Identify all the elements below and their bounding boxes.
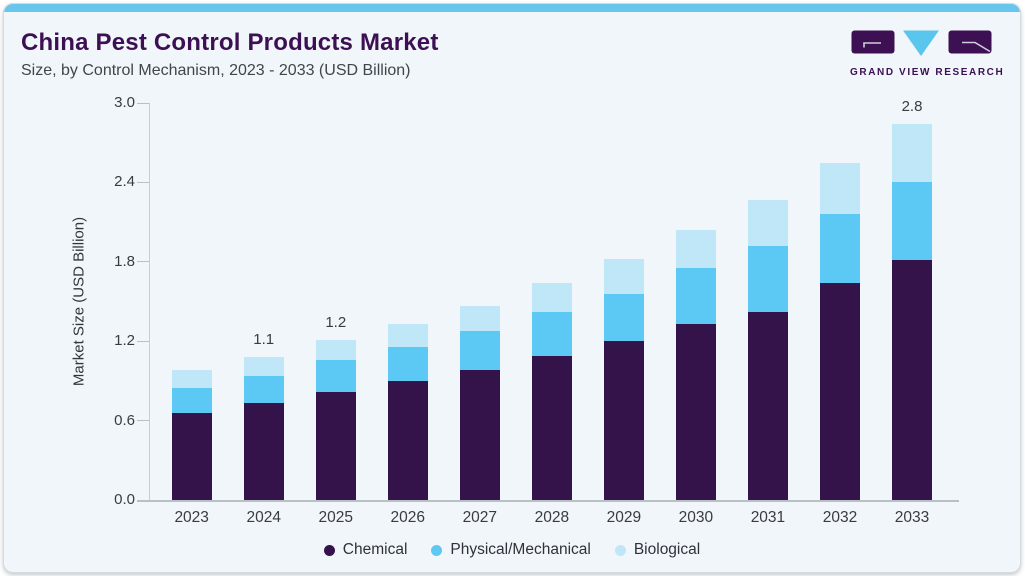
bar-2033: [892, 124, 932, 500]
bar-2026: [387, 324, 428, 500]
y-tick-label: 1.2: [114, 332, 135, 350]
bar-2030-chemical-segment: [675, 324, 716, 500]
x-tick-label-2033: 2033: [894, 509, 930, 526]
bar-2027-biological-segment: [459, 305, 500, 331]
bar-2031-biological-segment: [747, 199, 788, 246]
bar-2032-physical-mechanical-segment: [819, 214, 860, 283]
accent-topbar: [4, 4, 1020, 12]
bar-2029: [603, 259, 644, 500]
bar-2031-chemical-segment: [747, 312, 788, 500]
bar-2029-physical-mechanical-segment: [603, 293, 644, 342]
bar-2032-biological-segment: [819, 162, 860, 215]
legend-item-physical-mechanical: Physical/Mechanical: [431, 541, 591, 559]
bar-2033-physical-mechanical-segment: [892, 182, 932, 261]
bar-2027-physical-mechanical-segment: [459, 330, 500, 371]
y-tick-mark: [137, 102, 149, 104]
y-tick-label: 3.0: [114, 94, 135, 111]
y-tick-label: 2.4: [114, 173, 135, 191]
y-tick-label: 0.0: [114, 491, 135, 508]
physical-mechanical-swatch-icon: [431, 544, 443, 556]
bar-total-label-2024: 1.1: [253, 331, 275, 349]
bar-2032: [819, 162, 860, 500]
x-tick-label-2024: 2024: [246, 509, 281, 526]
bar-2024-physical-mechanical-segment: [243, 375, 284, 404]
gvr-logo-icon: [851, 30, 992, 56]
x-tick-label-2023: 2023: [174, 509, 209, 526]
y-tick-mark: [137, 261, 149, 263]
legend-label-physical-mechanical: Physical/Mechanical: [450, 541, 591, 558]
y-axis-line: [149, 103, 150, 500]
brand-name: GRAND VIEW RESEARCH: [850, 67, 1005, 78]
bar-2028-physical-mechanical-segment: [531, 312, 572, 356]
y-tick-mark: [137, 340, 149, 342]
legend: Chemical Physical/Mechanical Biological: [4, 541, 1020, 559]
bar-2026-physical-mechanical-segment: [387, 346, 428, 381]
bar-2023-biological-segment: [171, 370, 212, 388]
bar-2031: [747, 199, 788, 500]
bar-2024-biological-segment: [243, 357, 284, 376]
bar-2031-physical-mechanical-segment: [747, 245, 788, 313]
y-axis-title: Market Size (USD Billion): [70, 216, 88, 387]
bar-2023: [171, 370, 212, 500]
bar-2028-chemical-segment: [531, 355, 572, 500]
bar-2024-chemical-segment: [243, 403, 284, 500]
bar-2029-chemical-segment: [603, 341, 644, 500]
x-tick-label-2027: 2027: [462, 509, 498, 526]
bar-2033-chemical-segment: [892, 260, 932, 500]
bar-2026-chemical-segment: [387, 380, 428, 500]
x-tick-label-2029: 2029: [606, 509, 642, 526]
x-tick-label-2032: 2032: [822, 509, 858, 526]
bar-2024: [243, 357, 284, 500]
y-tick-mark: [137, 420, 149, 422]
brand-logo: GRAND VIEW RESEARCH: [850, 30, 1005, 78]
bar-2027-chemical-segment: [459, 370, 500, 500]
x-tick-label-2031: 2031: [750, 509, 786, 526]
bar-2025-chemical-segment: [315, 391, 356, 500]
legend-item-biological: Biological: [614, 541, 701, 559]
stacked-bar-chart: Market Size (USD Billion) 0.0 0.6 1.2 1.8 2.…: [4, 4, 1020, 572]
bar-2032-chemical-segment: [819, 282, 860, 500]
x-tick-label-2030: 2030: [678, 509, 714, 526]
biological-swatch-icon: [614, 544, 626, 556]
plot-area: 1.1 1.2 2.8: [149, 98, 961, 500]
y-tick-label: 1.8: [114, 252, 135, 270]
bar-2023-physical-mechanical-segment: [171, 387, 212, 413]
chart-card: China Pest Control Products Market Size,…: [3, 3, 1021, 573]
legend-label-biological: Biological: [633, 541, 701, 558]
bar-2029-biological-segment: [603, 259, 644, 294]
page-subtitle: Size, by Control Mechanism, 2023 - 2033 …: [21, 62, 411, 79]
bar-2030-biological-segment: [675, 230, 716, 269]
page-title: China Pest Control Products Market: [21, 29, 439, 56]
bar-2027: [459, 305, 500, 500]
y-tick-label: 0.6: [114, 411, 135, 429]
bar-2025-physical-mechanical-segment: [315, 359, 356, 392]
bar-2026-biological-segment: [387, 324, 428, 347]
bar-total-label-2025: 1.2: [325, 313, 347, 331]
bar-total-label-2033: 2.8: [901, 98, 923, 116]
bar-2030: [675, 230, 716, 500]
legend-label-chemical: Chemical: [342, 541, 408, 558]
x-axis-line: [137, 500, 959, 502]
bar-2025: [315, 339, 356, 500]
chemical-swatch-icon: [323, 544, 335, 556]
legend-item-chemical: Chemical: [323, 541, 408, 559]
y-tick-mark: [137, 181, 149, 183]
bar-2033-biological-segment: [892, 124, 932, 183]
x-tick-label-2028: 2028: [534, 509, 570, 526]
bar-2030-physical-mechanical-segment: [675, 268, 716, 324]
x-tick-label-2025: 2025: [318, 509, 353, 526]
bar-2023-chemical-segment: [171, 412, 212, 500]
bar-2028-biological-segment: [531, 283, 572, 313]
x-tick-label-2026: 2026: [390, 509, 426, 526]
bar-2025-biological-segment: [315, 339, 356, 360]
bar-2028: [531, 283, 572, 500]
